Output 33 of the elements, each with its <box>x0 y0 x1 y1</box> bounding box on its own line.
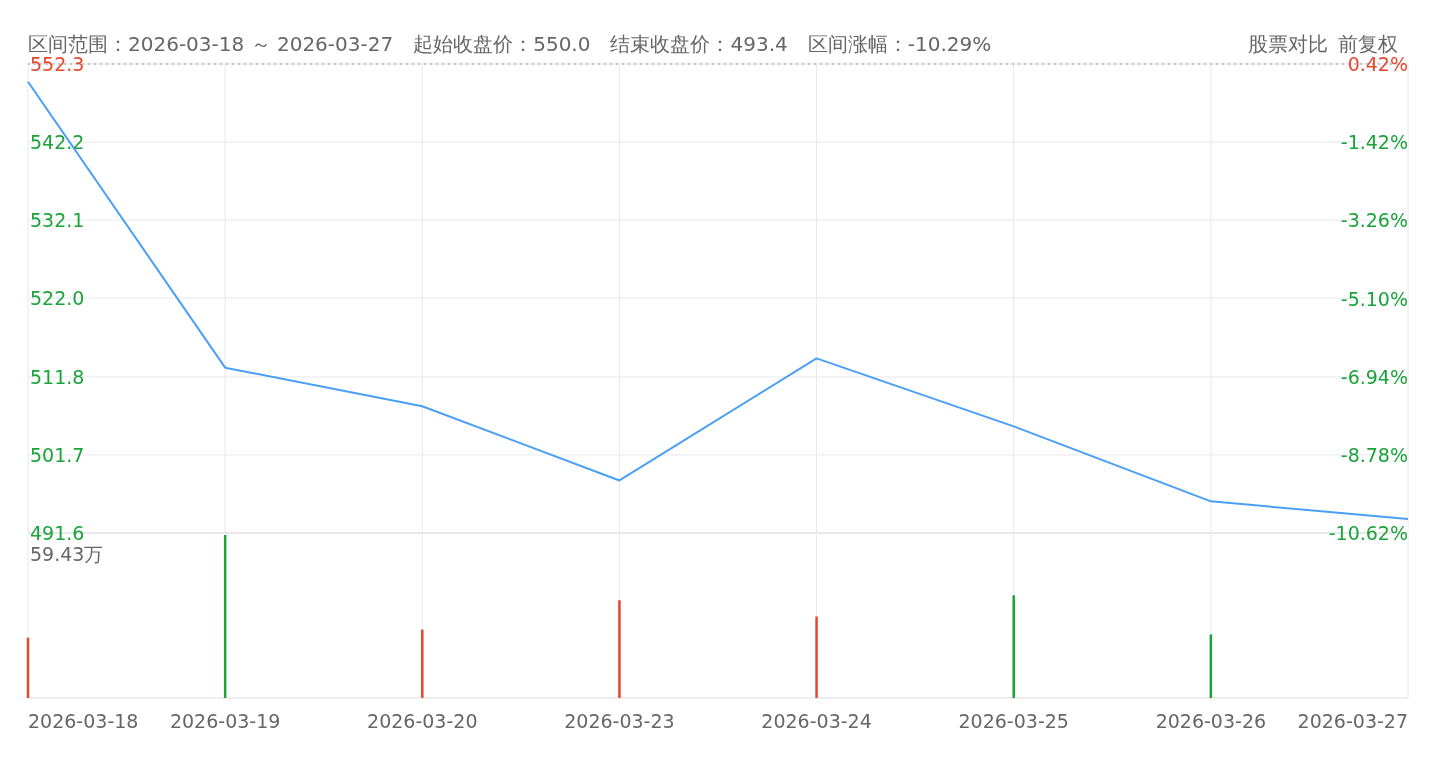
y-tick-label: 522.0 <box>30 287 85 310</box>
text: 起始收盘价：550.0 <box>413 32 591 56</box>
y-tick-label: 501.7 <box>30 443 85 466</box>
y-tick-label: 532.1 <box>30 209 85 232</box>
x-tick-label: 2026-03-27 <box>1297 710 1408 732</box>
y2-tick-label: -1.42% <box>1340 131 1408 154</box>
x-tick-label: 2026-03-26 <box>1155 710 1267 732</box>
bar <box>815 616 818 698</box>
x-tick-label: 2026-03-20 <box>367 710 478 732</box>
y2-tick-label: 0.42% <box>1347 53 1408 75</box>
line-series <box>27 80 1409 521</box>
y-tick-label: 491.6 <box>30 522 85 544</box>
y2-tick-label: -3.26% <box>1340 209 1408 232</box>
y2-tick-label: -10.62% <box>1328 522 1408 544</box>
bar <box>618 600 621 698</box>
bar <box>421 629 424 698</box>
annotation: 59.43万 <box>30 543 104 565</box>
x-tick-label: 2026-03-18 <box>28 710 139 732</box>
x-tick-label: 2026-03-19 <box>169 710 281 732</box>
x-tick-label: 2026-03-23 <box>564 710 675 732</box>
text: 区间涨幅：-10.29% <box>807 32 992 56</box>
text: 结束收盘价：493.4 <box>610 32 788 56</box>
text: 区间范围：2026-03-18 ～ 2026-03-27 <box>28 32 394 56</box>
y2-tick-label: -5.10% <box>1340 287 1408 310</box>
bar <box>1012 595 1015 698</box>
text: 股票对比 <box>1248 32 1328 56</box>
text: 前复权 <box>1338 32 1398 56</box>
y2-tick-label: -8.78% <box>1340 443 1408 466</box>
x-tick-label: 2026-03-24 <box>761 710 872 732</box>
y-tick-label: 552.3 <box>30 53 85 75</box>
x-tick-label: 2026-03-25 <box>958 710 1069 732</box>
y2-tick-label: -6.94% <box>1340 365 1408 388</box>
y-tick-label: 511.8 <box>30 365 85 388</box>
